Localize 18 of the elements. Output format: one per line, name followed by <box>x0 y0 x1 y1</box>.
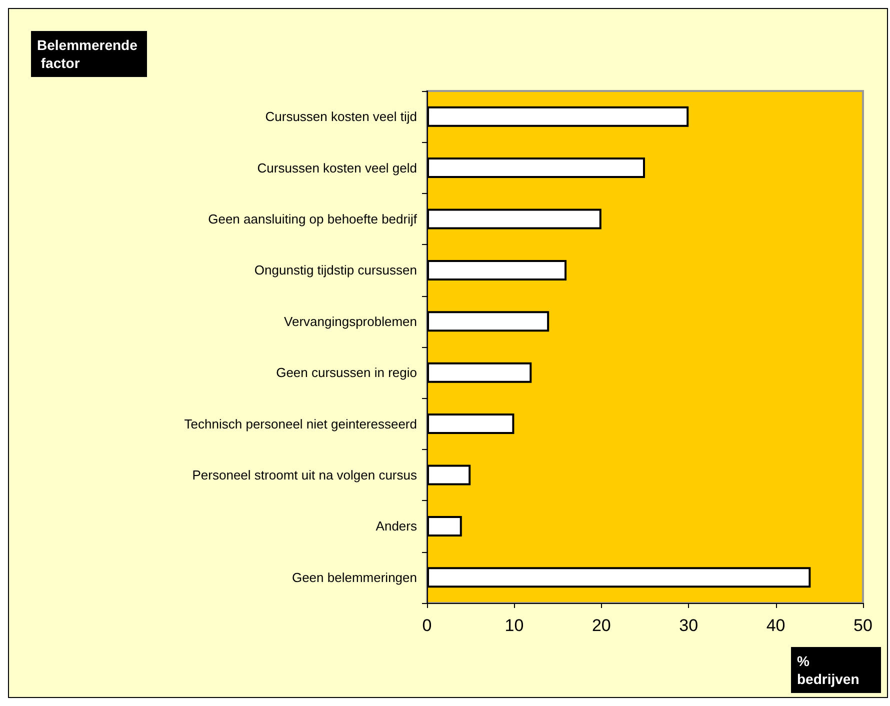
x-tick-label: 50 <box>854 616 872 635</box>
y-tick-label: Geen aansluiting op behoefte bedrijf <box>208 212 418 226</box>
x-tick-label: 40 <box>766 616 786 635</box>
y-tick-label: Personeel stroomt uit na volgen cursus <box>192 468 418 482</box>
y-axis-title: Belemmerende factor <box>37 37 138 71</box>
y-tick-label: Cursussen kosten veel tijd <box>265 109 417 124</box>
x-tick-label: 20 <box>592 616 611 635</box>
x-tick-label: 30 <box>679 616 698 635</box>
x-axis-title: % bedrijven <box>797 653 860 687</box>
x-tick-label: 10 <box>504 616 524 635</box>
y-tick-label: Geen belemmeringen <box>292 570 417 585</box>
y-tick-label: Ongunstig tijdstip cursussen <box>254 262 417 278</box>
y-tick-label: Technisch personeel niet geinteresseerd <box>184 416 417 432</box>
y-tick-label: Anders <box>376 518 418 534</box>
y-tick-label: Geen cursussen in regio <box>276 365 417 380</box>
x-tick-label: 0 <box>422 616 432 635</box>
y-tick-label: Vervangingsproblemen <box>284 314 417 329</box>
y-tick-label: Cursussen kosten veel geld <box>257 160 417 176</box>
